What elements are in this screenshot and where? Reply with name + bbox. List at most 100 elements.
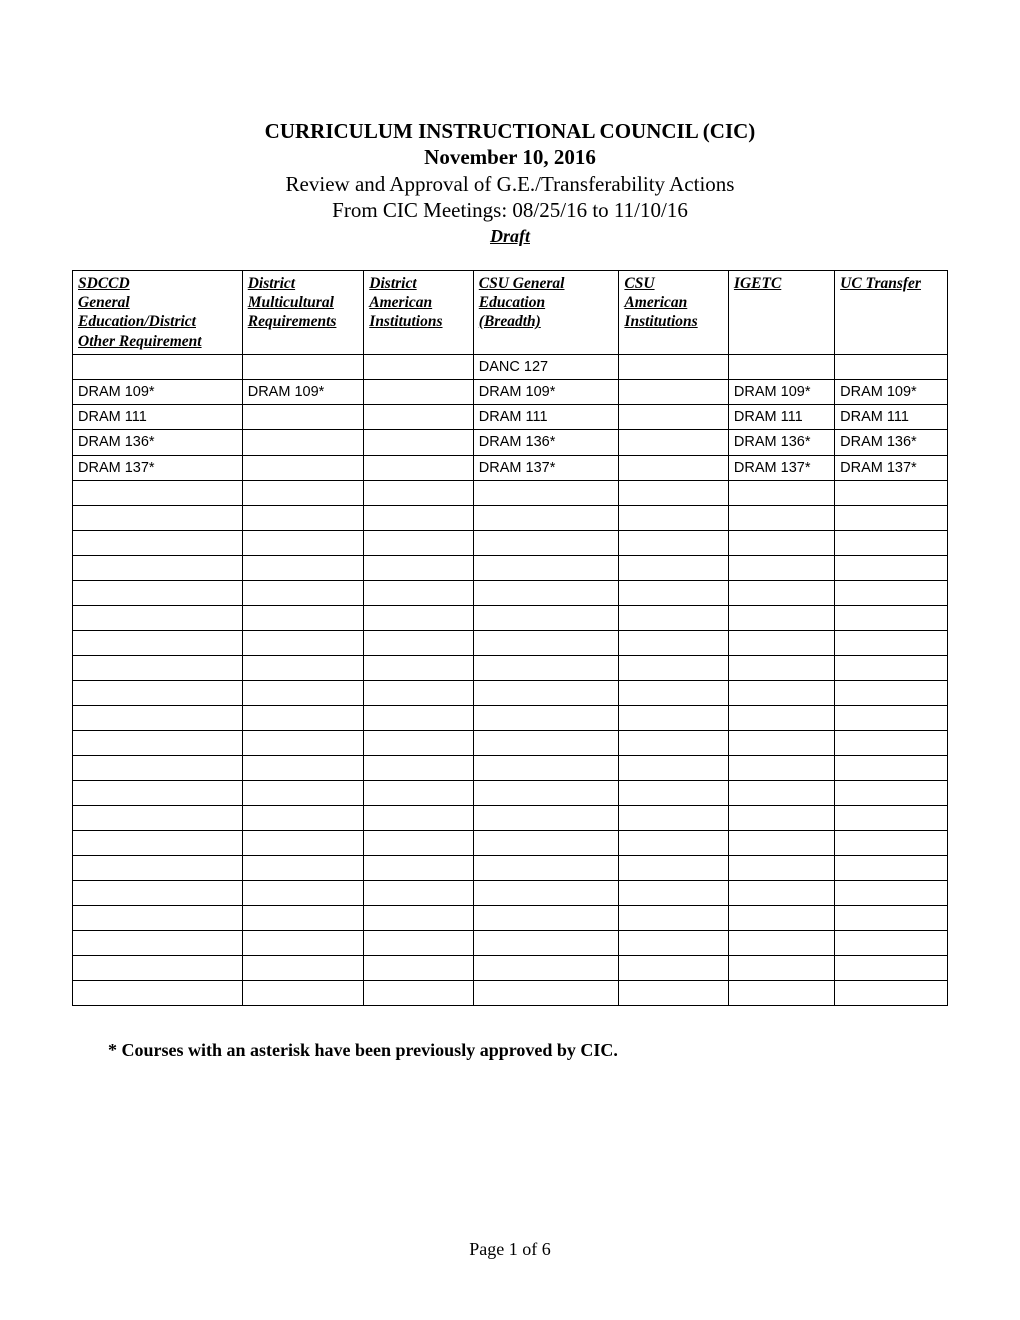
table-row bbox=[73, 630, 948, 655]
table-cell bbox=[364, 930, 474, 955]
table-cell bbox=[242, 580, 364, 605]
table-body: DANC 127DRAM 109*DRAM 109*DRAM 109*DRAM … bbox=[73, 355, 948, 1006]
table-cell bbox=[242, 730, 364, 755]
table-cell bbox=[364, 980, 474, 1005]
table-cell bbox=[364, 680, 474, 705]
table-cell bbox=[728, 855, 834, 880]
table-cell bbox=[835, 880, 948, 905]
table-cell bbox=[473, 655, 619, 680]
table-cell bbox=[835, 655, 948, 680]
table-row bbox=[73, 880, 948, 905]
table-cell bbox=[728, 880, 834, 905]
table-row bbox=[73, 530, 948, 555]
table-cell bbox=[242, 530, 364, 555]
table-row: DRAM 109*DRAM 109*DRAM 109*DRAM 109*DRAM… bbox=[73, 380, 948, 405]
table-cell bbox=[835, 705, 948, 730]
date: November 10, 2016 bbox=[72, 144, 948, 170]
table-row bbox=[73, 555, 948, 580]
table-cell bbox=[242, 930, 364, 955]
table-row bbox=[73, 705, 948, 730]
table-cell bbox=[364, 430, 474, 455]
table-cell bbox=[728, 705, 834, 730]
table-cell bbox=[835, 580, 948, 605]
table-cell bbox=[473, 630, 619, 655]
table-row bbox=[73, 855, 948, 880]
page-number: Page 1 of 6 bbox=[0, 1239, 1020, 1260]
table-cell bbox=[835, 805, 948, 830]
table-cell bbox=[473, 855, 619, 880]
table-cell bbox=[835, 680, 948, 705]
table-cell bbox=[619, 455, 729, 480]
table-cell bbox=[473, 780, 619, 805]
table-row bbox=[73, 780, 948, 805]
title: CURRICULUM INSTRUCTIONAL COUNCIL (CIC) bbox=[72, 118, 948, 144]
table-cell bbox=[728, 930, 834, 955]
table-cell bbox=[242, 605, 364, 630]
table-cell bbox=[619, 505, 729, 530]
table-row bbox=[73, 830, 948, 855]
table-cell: DANC 127 bbox=[473, 355, 619, 380]
table-cell bbox=[835, 855, 948, 880]
table-cell bbox=[835, 955, 948, 980]
table-cell bbox=[242, 830, 364, 855]
table-cell bbox=[364, 755, 474, 780]
table-cell bbox=[619, 605, 729, 630]
document-header: CURRICULUM INSTRUCTIONAL COUNCIL (CIC) N… bbox=[72, 118, 948, 248]
col-header-csu-ai: CSUAmericanInstitutions bbox=[619, 270, 729, 355]
table-cell: DRAM 136* bbox=[473, 430, 619, 455]
table-cell bbox=[619, 580, 729, 605]
table-cell bbox=[835, 730, 948, 755]
table-cell bbox=[619, 430, 729, 455]
table-row bbox=[73, 680, 948, 705]
table-cell bbox=[242, 980, 364, 1005]
table-cell bbox=[619, 405, 729, 430]
table-cell bbox=[364, 905, 474, 930]
table-cell bbox=[473, 730, 619, 755]
table-cell bbox=[73, 980, 243, 1005]
table-cell bbox=[619, 705, 729, 730]
table-cell bbox=[728, 730, 834, 755]
table-cell bbox=[619, 955, 729, 980]
table-cell bbox=[473, 530, 619, 555]
table-cell bbox=[364, 955, 474, 980]
table-cell bbox=[73, 730, 243, 755]
table-cell bbox=[73, 705, 243, 730]
footnote: * Courses with an asterisk have been pre… bbox=[108, 1040, 948, 1061]
table-row bbox=[73, 605, 948, 630]
table-cell bbox=[364, 655, 474, 680]
table-cell bbox=[242, 880, 364, 905]
table-cell bbox=[728, 755, 834, 780]
table-cell: DRAM 136* bbox=[73, 430, 243, 455]
table-cell bbox=[835, 605, 948, 630]
table-cell: DRAM 136* bbox=[835, 430, 948, 455]
table-cell bbox=[73, 905, 243, 930]
table-cell: DRAM 137* bbox=[473, 455, 619, 480]
table-row bbox=[73, 805, 948, 830]
col-header-multicultural: DistrictMulticulturalRequirements bbox=[242, 270, 364, 355]
table-cell bbox=[73, 355, 243, 380]
table-row bbox=[73, 505, 948, 530]
table-row bbox=[73, 730, 948, 755]
table-cell bbox=[364, 380, 474, 405]
table-cell bbox=[619, 480, 729, 505]
table-cell bbox=[242, 680, 364, 705]
table-cell bbox=[364, 630, 474, 655]
table-cell bbox=[728, 830, 834, 855]
table-cell bbox=[73, 805, 243, 830]
table-cell bbox=[242, 405, 364, 430]
table-cell bbox=[73, 555, 243, 580]
ge-transfer-table: SDCCDGeneralEducation/DistrictOther Requ… bbox=[72, 270, 948, 1006]
table-cell bbox=[473, 905, 619, 930]
table-cell: DRAM 111 bbox=[73, 405, 243, 430]
table-cell bbox=[242, 805, 364, 830]
table-row: DRAM 136*DRAM 136*DRAM 136*DRAM 136* bbox=[73, 430, 948, 455]
table-cell bbox=[242, 505, 364, 530]
table-cell bbox=[728, 555, 834, 580]
table-cell: DRAM 136* bbox=[728, 430, 834, 455]
table-cell bbox=[619, 930, 729, 955]
table-cell: DRAM 137* bbox=[73, 455, 243, 480]
table-cell bbox=[473, 755, 619, 780]
col-header-uc: UC Transfer bbox=[835, 270, 948, 355]
table-cell bbox=[73, 880, 243, 905]
table-cell bbox=[619, 855, 729, 880]
